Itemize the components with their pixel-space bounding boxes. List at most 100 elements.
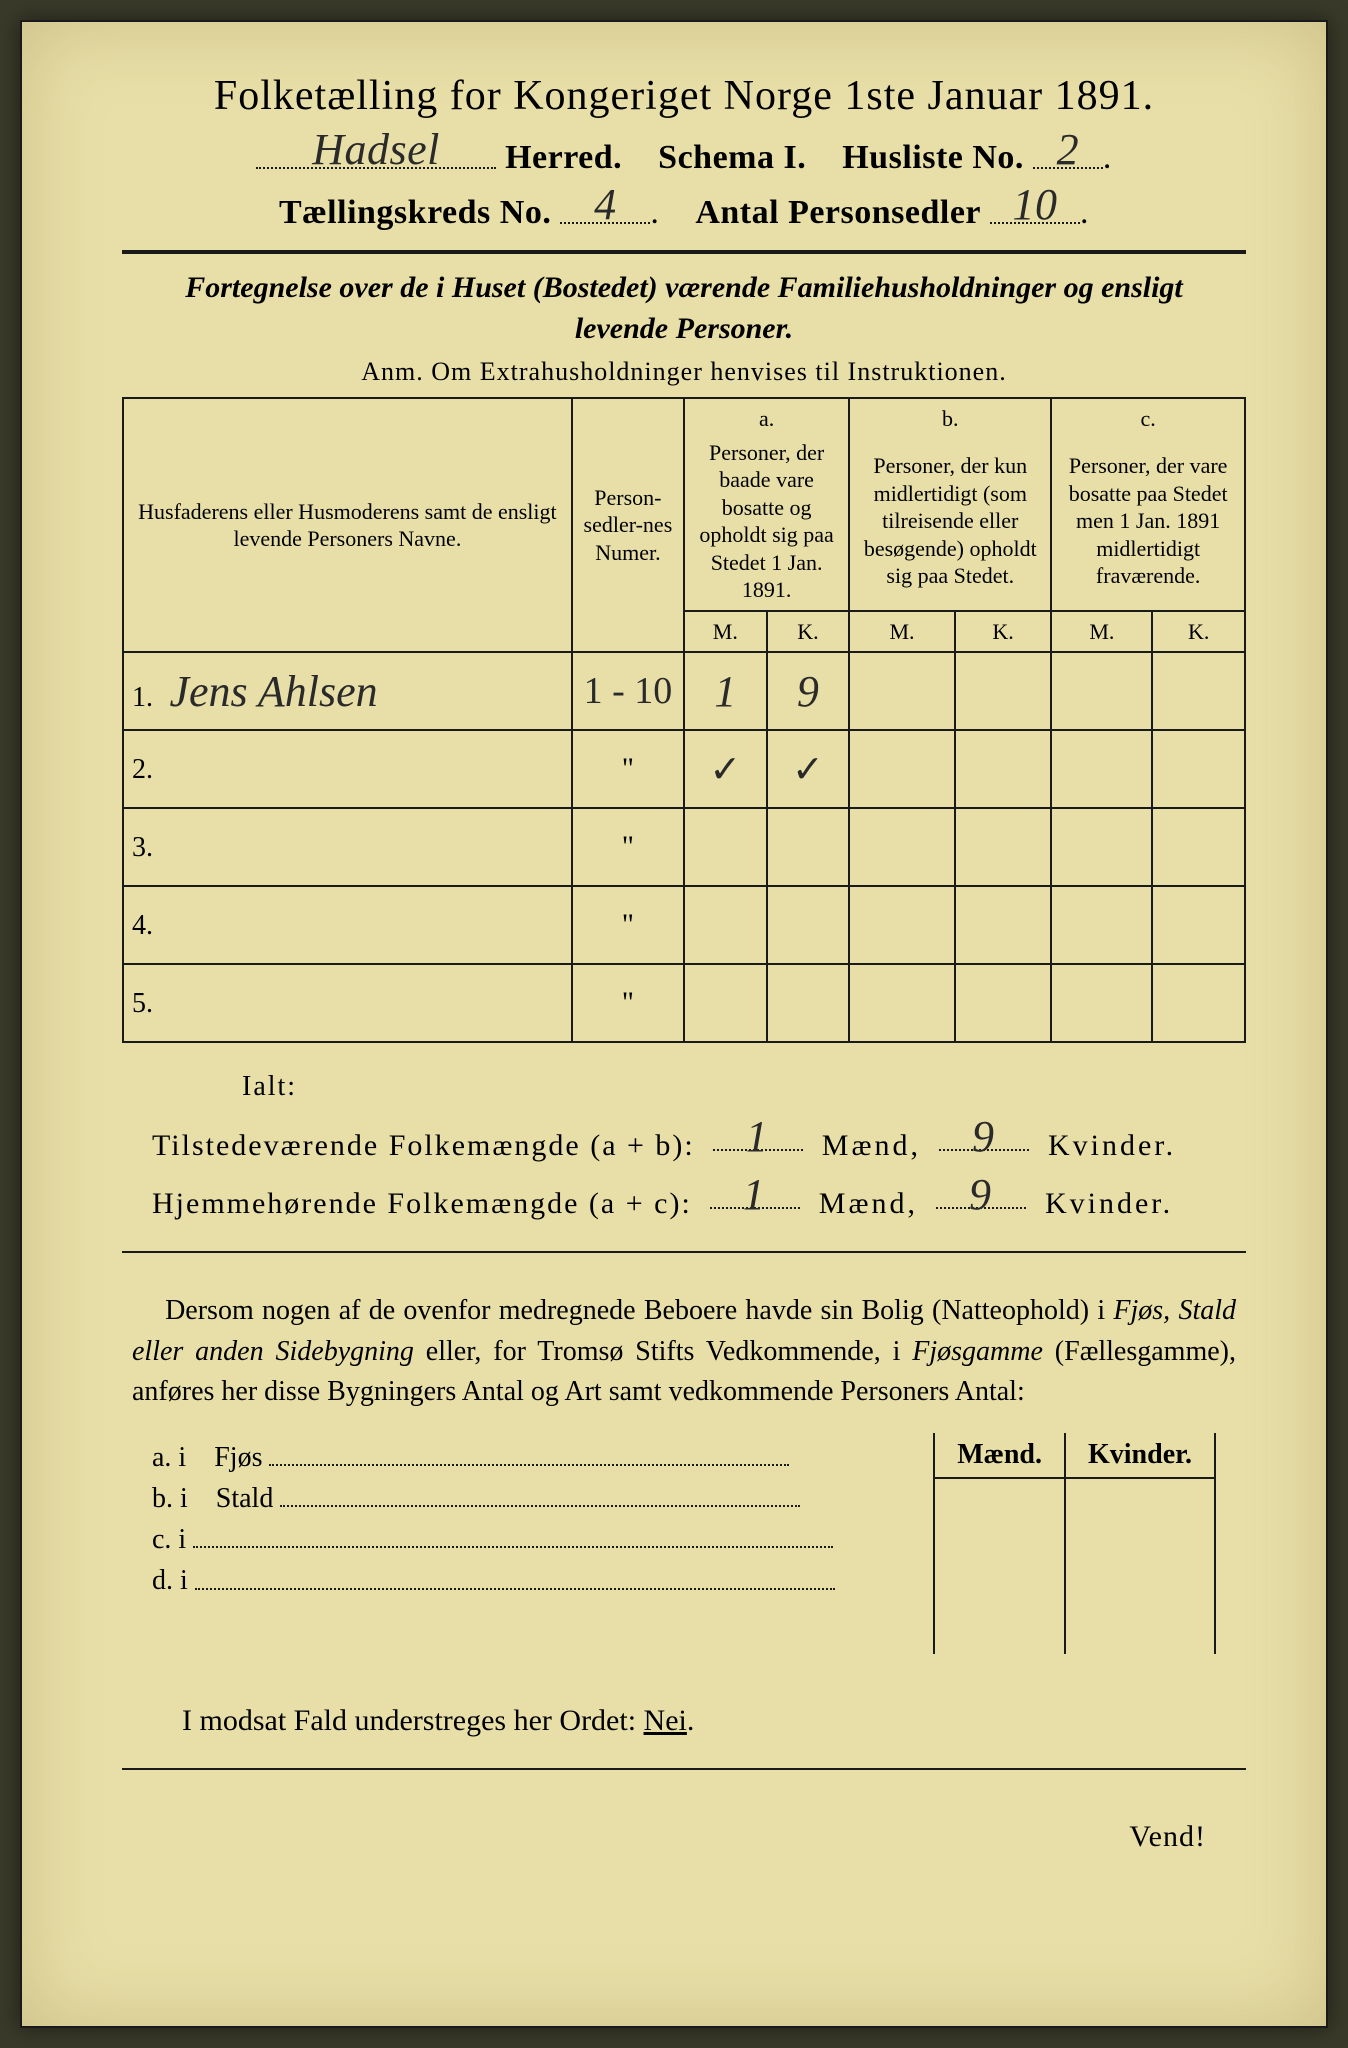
col-c-desc: Personer, der vare bosatte paa Stedet me… <box>1051 433 1245 611</box>
anm-note: Anm. Om Extrahusholdninger henvises til … <box>122 357 1246 387</box>
t2-m-field: 1 <box>710 1173 800 1209</box>
table-row: 2. " ✓ ✓ <box>123 730 1245 808</box>
row-sedler: " <box>622 830 634 863</box>
t1-m-field: 1 <box>713 1115 803 1151</box>
table-row: 5. " <box>123 964 1245 1042</box>
cell-a-k: ✓ <box>792 749 824 791</box>
row-label: b. i <box>152 1483 188 1514</box>
herred-handwritten: Hadsel <box>312 125 440 174</box>
mk-mini-table: Mænd. Kvinder. <box>933 1433 1216 1654</box>
list-item: a. i Fjøs <box>152 1441 913 1474</box>
col-header-num: Person-sedler-nes Numer. <box>572 398 684 652</box>
t2-k: 9 <box>969 1170 994 1219</box>
row-name: Jens Ahlsen <box>170 667 378 716</box>
t1-m: 1 <box>746 1112 771 1161</box>
col-c-m: M. <box>1051 611 1152 653</box>
row-num: 1. <box>132 682 162 714</box>
husliste-field: 2 <box>1033 128 1103 169</box>
antal-label: Antal Personsedler <box>695 194 981 231</box>
t2-label: Hjemmehørende Folkemængde (a + c): <box>152 1187 692 1220</box>
nei-word: Nei <box>644 1704 687 1737</box>
divider <box>122 250 1246 254</box>
col-names-text: Husfaderens eller Husmoderens samt de en… <box>138 499 557 552</box>
kvinder-label: Kvinder. <box>1045 1187 1173 1220</box>
dots <box>193 1523 833 1548</box>
row-type: Stald <box>216 1483 274 1514</box>
antal-handwritten: 10 <box>1013 180 1058 229</box>
t2-k-field: 9 <box>936 1173 1026 1209</box>
col-b-desc: Personer, der kun midlertidigt (som tilr… <box>849 433 1051 611</box>
cell-a-m: 1 <box>714 667 736 716</box>
header-line-2: Hadsel Herred. Schema I. Husliste No. 2 … <box>122 128 1246 177</box>
vend-label: Vend! <box>122 1820 1246 1854</box>
divider <box>122 1251 1246 1253</box>
table-body: 1. Jens Ahlsen 1 - 10 1 9 2. " ✓ ✓ 3. " … <box>123 652 1245 1042</box>
subtitle-l2: levende Personer. <box>575 312 793 345</box>
husliste-handwritten: 2 <box>1057 125 1080 174</box>
col-a-desc: Personer, der baade vare bosatte og opho… <box>684 433 849 611</box>
dots <box>280 1482 800 1507</box>
col-b-m: M. <box>849 611 955 653</box>
row-sedler: " <box>622 986 634 1019</box>
list-item: b. i Stald <box>152 1482 913 1515</box>
row-label: d. i <box>152 1566 188 1597</box>
col-b-k: K. <box>955 611 1052 653</box>
list-item: d. i <box>152 1564 913 1597</box>
cell-a-k: 9 <box>797 667 819 716</box>
total-present: Tilstedeværende Folkemængde (a + b): 1 M… <box>152 1115 1246 1163</box>
row-label: c. i <box>152 1524 186 1555</box>
row-num: 3. <box>132 832 162 864</box>
col-b-label: b. <box>849 398 1051 433</box>
kvinder-label: Kvinder. <box>1048 1129 1176 1162</box>
col-c-label: c. <box>1051 398 1245 433</box>
census-form-page: Folketælling for Kongeriget Norge 1ste J… <box>20 20 1328 2028</box>
table-row: 3. " <box>123 808 1245 886</box>
row-type: Fjøs <box>214 1442 262 1473</box>
kreds-label: Tællingskreds No. <box>279 194 551 231</box>
antal-field: 10 <box>990 183 1080 224</box>
outbuilding-paragraph: Dersom nogen af de ovenfor medregnede Be… <box>132 1291 1236 1413</box>
page-title: Folketælling for Kongeriget Norge 1ste J… <box>122 72 1246 120</box>
list-item: c. i <box>152 1523 913 1556</box>
col-a-k: K. <box>767 611 850 653</box>
row-label: a. i <box>152 1442 186 1473</box>
household-table: Husfaderens eller Husmoderens samt de en… <box>122 397 1246 1043</box>
row-num: 4. <box>132 910 162 942</box>
herred-field: Hadsel <box>256 128 496 169</box>
table-row: 1. Jens Ahlsen 1 - 10 1 9 <box>123 652 1245 730</box>
cell-a-m: ✓ <box>709 749 741 791</box>
divider <box>122 1768 1246 1770</box>
husliste-label: Husliste No. <box>842 139 1024 176</box>
kreds-handwritten: 4 <box>594 180 617 229</box>
subtitle: Fortegnelse over de i Huset (Bostedet) v… <box>122 268 1246 349</box>
kreds-field: 4 <box>560 183 650 224</box>
row-sedler: 1 - 10 <box>584 670 673 712</box>
ialt-label: Ialt: <box>242 1071 1246 1103</box>
row-num: 5. <box>132 988 162 1020</box>
subtitle-l1: Fortegnelse over de i Huset (Bostedet) v… <box>185 271 1183 304</box>
nei-line: I modsat Fald understreges her Ordet: Ne… <box>182 1704 1246 1738</box>
dots <box>195 1564 835 1589</box>
row-sedler: " <box>622 908 634 941</box>
mk-m-header: Mænd. <box>934 1433 1065 1478</box>
schema-label: Schema I. <box>658 139 806 176</box>
header-line-3: Tællingskreds No. 4 . Antal Personsedler… <box>122 183 1246 232</box>
herred-label: Herred. <box>505 139 622 176</box>
maend-label: Mænd, <box>822 1129 921 1162</box>
row-num: 2. <box>132 754 162 786</box>
total-resident: Hjemmehørende Folkemængde (a + c): 1 Mæn… <box>152 1173 1246 1221</box>
maend-label: Mænd, <box>819 1187 918 1220</box>
col-a-label: a. <box>684 398 849 433</box>
table-row: 4. " <box>123 886 1245 964</box>
t1-label: Tilstedeværende Folkemængde (a + b): <box>152 1129 695 1162</box>
dots <box>269 1441 789 1466</box>
col-a-m: M. <box>684 611 767 653</box>
col-header-names: Husfaderens eller Husmoderens samt de en… <box>123 398 572 652</box>
col-c-k: K. <box>1152 611 1245 653</box>
t2-m: 1 <box>743 1170 768 1219</box>
outbuilding-list: a. i Fjøs b. i Stald c. i d. i <box>152 1433 913 1654</box>
row-sedler: " <box>622 752 634 785</box>
t1-k: 9 <box>972 1112 997 1161</box>
mk-k-header: Kvinder. <box>1065 1433 1215 1478</box>
outbuilding-block: a. i Fjøs b. i Stald c. i d. i Mænd. <box>152 1433 1216 1654</box>
